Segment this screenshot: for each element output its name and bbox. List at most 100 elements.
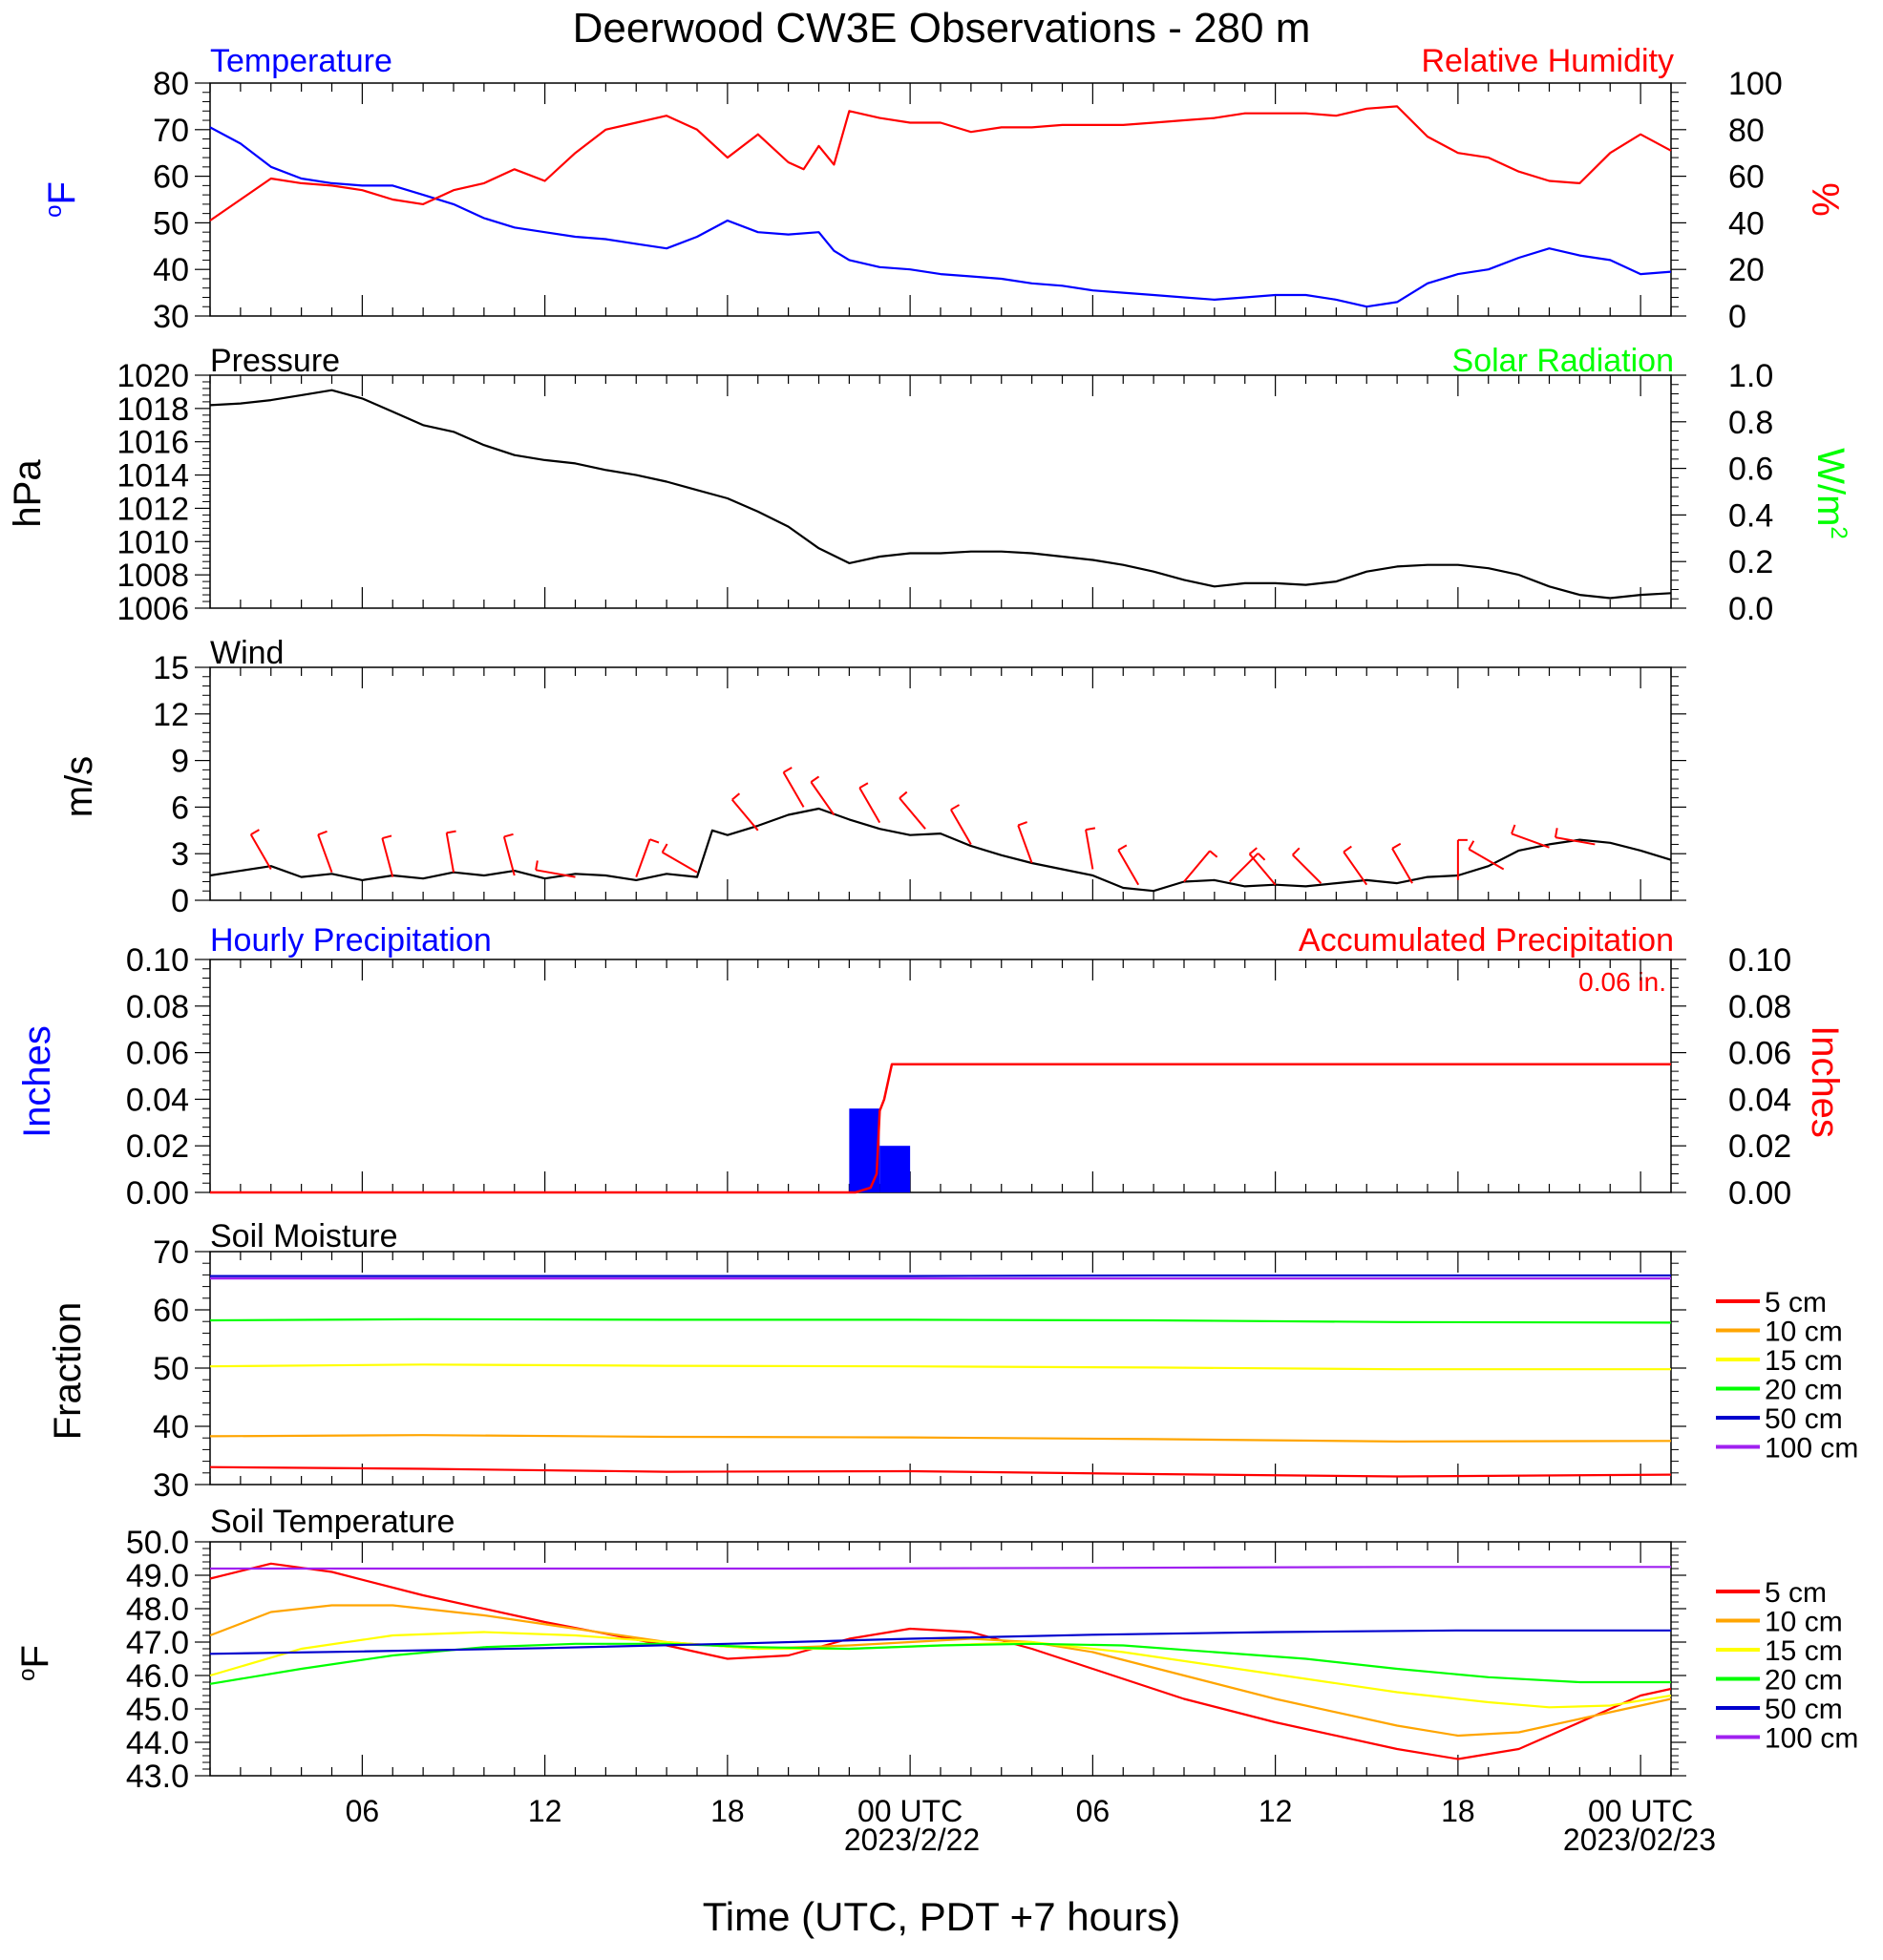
wind-barb xyxy=(1017,825,1033,864)
pressure-series-line xyxy=(209,389,1672,600)
precip-series-line xyxy=(210,1063,1671,1194)
soil_moisture-y-tick-label: 60 xyxy=(153,1293,189,1329)
wind-barb xyxy=(1248,853,1277,886)
pressure-y-tick-label: 1012 xyxy=(116,491,189,527)
wind-barb-flag xyxy=(1085,827,1096,832)
soil_moisture-frame xyxy=(209,1251,1672,1486)
panel-soil-temp: Soil Temperature oF xyxy=(14,1504,455,1681)
pressure-y-tick-label: 1008 xyxy=(116,558,189,594)
wind-barb xyxy=(730,798,759,832)
soil_moisture-series-line xyxy=(209,1434,1672,1444)
pressure-frame xyxy=(209,374,1672,609)
pressure-right-tick-label: 1.0 xyxy=(1728,358,1773,394)
soil_moisture-legend-label: 100 cm xyxy=(1765,1433,1858,1465)
pressure-right-tick-label: 0.0 xyxy=(1728,591,1773,627)
soil_temp-series-line xyxy=(209,1562,1672,1760)
precip-y-tick-label: 0.08 xyxy=(126,989,189,1025)
pressure-right-tick-label: 0.8 xyxy=(1728,405,1773,441)
x-tick-label: 18 xyxy=(710,1794,745,1828)
x-tick-label: 12 xyxy=(528,1794,562,1828)
soil_moisture-y-tick-label: 50 xyxy=(153,1351,189,1387)
wind-barb-flag xyxy=(1391,842,1402,850)
humidity-axis-unit: % xyxy=(1804,182,1846,217)
soil_temp-series-line xyxy=(209,1604,1672,1738)
wind-title: Wind xyxy=(210,635,284,671)
wind-y-tick-label: 0 xyxy=(171,883,189,919)
panel-temp-rh: Temperature Relative Humidity oF % xyxy=(41,43,1846,218)
temp_rh-series-line xyxy=(209,126,1672,308)
wind-axis-unit: m/s xyxy=(58,756,100,817)
soil_moisture-series-line xyxy=(209,1363,1671,1371)
temp_rh-frame xyxy=(209,82,1672,317)
precip-y-tick-label: 0.06 xyxy=(126,1036,189,1072)
wind-barb xyxy=(1292,854,1322,884)
temp_rh-right-tick-label: 100 xyxy=(1728,66,1783,102)
x-axis-title: Time (UTC, PDT +7 hours) xyxy=(703,1894,1181,1939)
accum-precip-title: Accumulated Precipitation xyxy=(1299,922,1674,959)
soil_moisture-series-line xyxy=(209,1317,1672,1324)
wind-barb-flag xyxy=(317,830,328,836)
wind-barb-flag xyxy=(1343,845,1352,854)
soil_temp-legend-label: 10 cm xyxy=(1765,1607,1843,1638)
wind-barb xyxy=(1117,849,1140,886)
wind-barb xyxy=(1555,836,1596,846)
wind-barb-flag xyxy=(810,775,820,783)
precip-right-tick-label: 0.06 xyxy=(1728,1036,1791,1072)
hourly-precip-title: Hourly Precipitation xyxy=(210,922,492,959)
temp_rh-series-line xyxy=(209,105,1672,221)
panel-wind: Wind m/s xyxy=(58,635,284,817)
precip-right-tick-label: 0.10 xyxy=(1728,942,1791,979)
panel-precip-plot: 0.00 0.02 0.04 0.06 0.08 0.10 0.00 0.02 0.04 0.06… xyxy=(126,942,1791,1212)
soil_temp-y-tick-label: 46.0 xyxy=(126,1658,189,1695)
soil_moisture-y-tick-label: 40 xyxy=(153,1409,189,1445)
temp_rh-y-tick-label: 80 xyxy=(153,66,189,102)
precip-y-tick-label: 0.02 xyxy=(126,1128,189,1165)
humidity-title: Relative Humidity xyxy=(1421,43,1674,79)
wind-barb xyxy=(810,781,836,816)
svg-text:oF: oF xyxy=(14,1645,56,1681)
wind-barb-flag xyxy=(503,832,514,838)
soil_moisture-legend-label: 20 cm xyxy=(1765,1375,1843,1406)
soil_moisture-legend-label: 10 cm xyxy=(1765,1317,1843,1348)
precip-right-tick-label: 0.08 xyxy=(1728,989,1791,1025)
soil_temp-series-line xyxy=(209,1629,1671,1655)
wind-y-tick-label: 6 xyxy=(171,790,189,826)
hourly-precip-axis-unit: Inches xyxy=(16,1025,58,1138)
wind-barb-flag xyxy=(783,767,793,773)
soil-moisture-title: Soil Moisture xyxy=(210,1218,398,1254)
wind-barb-flag xyxy=(649,838,660,844)
temp_rh-right-tick-label: 40 xyxy=(1728,205,1765,242)
soil_moisture-legend-label: 50 cm xyxy=(1765,1403,1843,1435)
soil_temp-y-tick-label: 45.0 xyxy=(126,1692,189,1728)
x-tick-label: 00 UTC xyxy=(1588,1794,1693,1828)
wind-barb xyxy=(899,797,926,830)
wind-barb xyxy=(502,836,516,876)
soil-moisture-axis-unit: Fraction xyxy=(47,1302,89,1441)
date-label-2: 2023/02/23 xyxy=(1563,1823,1716,1857)
precip-y-tick-label: 0.00 xyxy=(126,1175,189,1212)
panel-soil-moisture: Soil Moisture Fraction xyxy=(47,1218,398,1440)
x-tick-label: 00 UTC xyxy=(857,1794,963,1828)
x-tick-label: 06 xyxy=(1076,1794,1111,1828)
wind-barb-flag xyxy=(1248,847,1258,855)
pressure-right-tick-label: 0.2 xyxy=(1728,544,1773,580)
temp_rh-y-tick-label: 70 xyxy=(153,113,189,149)
soil_temp-y-tick-label: 49.0 xyxy=(126,1558,189,1594)
wind-barb-flag xyxy=(1209,850,1218,858)
wind-barb xyxy=(1391,848,1413,884)
wind-barb xyxy=(535,869,576,878)
solar-axis-unit: W/m2 xyxy=(1809,448,1851,539)
temp_rh-y-tick-label: 30 xyxy=(153,299,189,335)
temp-axis-unit: oF xyxy=(41,181,83,218)
soil_moisture-y-tick-label: 70 xyxy=(153,1234,189,1271)
wind-barb-flag xyxy=(1257,853,1266,861)
wind-barb xyxy=(1183,850,1211,883)
soil_moisture-series-line xyxy=(210,1274,1671,1277)
precip-frame xyxy=(209,959,1672,1193)
temp_rh-right-tick-label: 20 xyxy=(1728,252,1765,288)
temp_rh-right-tick-label: 0 xyxy=(1728,299,1746,335)
